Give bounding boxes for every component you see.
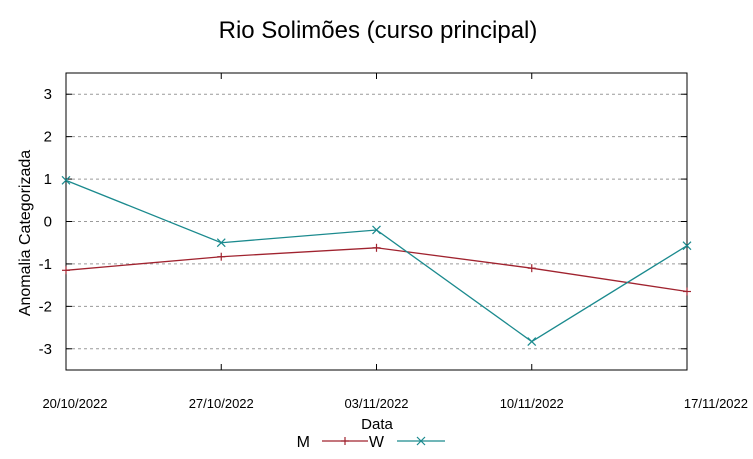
x-tick-label: 27/10/2022 xyxy=(189,396,254,411)
data-point-w xyxy=(527,337,537,346)
x-axis-ticks: 20/10/2022 27/10/2022 03/11/2022 10/11/2022… xyxy=(42,73,748,411)
chart-title: Rio Solimões (curso principal) xyxy=(219,17,538,44)
x-tick-label: 20/10/2022 xyxy=(42,396,107,411)
y-tick-label: 0 xyxy=(44,214,52,231)
x-axis-label: Data xyxy=(361,416,393,433)
data-point-m xyxy=(217,252,226,261)
grid xyxy=(66,93,687,350)
legend-marker-w xyxy=(416,436,426,446)
data-point-w xyxy=(682,241,692,251)
legend-label-w: W xyxy=(369,434,385,451)
y-tick-label: 2 xyxy=(44,129,52,146)
y-axis-label: Anomalia Categorizada xyxy=(17,150,34,316)
data-point-m xyxy=(527,264,536,273)
plot-area-frame xyxy=(65,72,688,371)
data-point-m xyxy=(62,266,70,275)
y-tick-label: -2 xyxy=(39,298,52,315)
data-point-m xyxy=(372,243,381,252)
y-axis-ticks: -3 -2 -1 0 1 2 3 xyxy=(39,86,687,358)
x-tick-label: 10/11/2022 xyxy=(500,396,564,411)
x-tick-label: 17/11/2022 xyxy=(684,396,748,411)
data-point-w xyxy=(216,238,226,248)
series-line-w xyxy=(65,179,688,343)
y-tick-label: -3 xyxy=(39,341,52,358)
legend-label-m: M xyxy=(297,434,310,451)
legend-marker-m xyxy=(341,437,349,445)
data-point-w xyxy=(372,225,381,235)
y-tick-label: 3 xyxy=(44,86,52,103)
x-tick-label: 03/11/2022 xyxy=(344,396,408,411)
series-line-m xyxy=(65,247,688,293)
y-tick-label: 1 xyxy=(44,171,52,188)
series xyxy=(61,175,692,346)
y-tick-label: -1 xyxy=(39,256,52,273)
data-point-w xyxy=(61,175,71,185)
data-point-m xyxy=(683,287,691,296)
